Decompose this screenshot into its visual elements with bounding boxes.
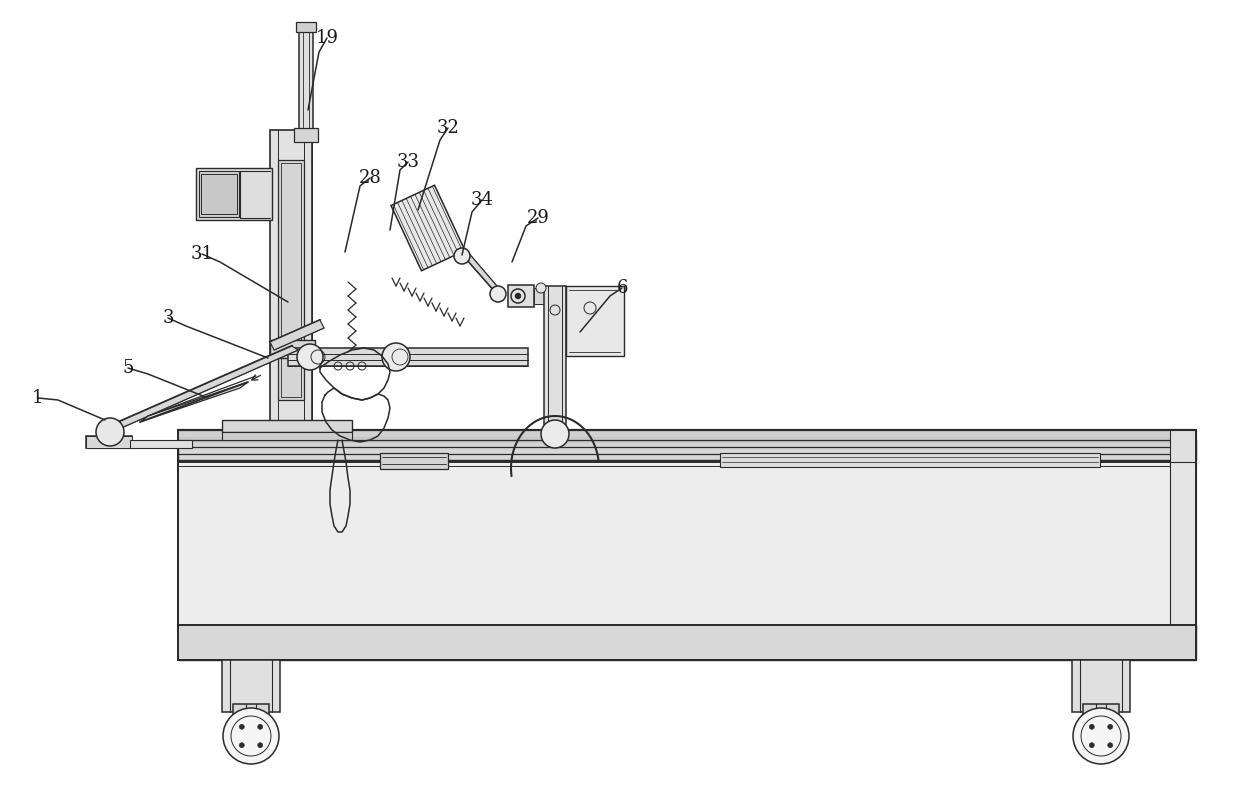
Circle shape: [454, 248, 470, 264]
Bar: [278, 160, 304, 400]
Circle shape: [1089, 742, 1095, 748]
Bar: [179, 443, 1197, 450]
Circle shape: [258, 724, 263, 729]
Bar: [565, 286, 624, 356]
Circle shape: [298, 344, 322, 370]
Circle shape: [511, 289, 525, 303]
Circle shape: [541, 420, 569, 448]
Bar: [179, 437, 1197, 444]
Circle shape: [1073, 708, 1128, 764]
Bar: [294, 128, 317, 142]
Bar: [379, 453, 448, 469]
Circle shape: [1107, 742, 1112, 748]
Polygon shape: [86, 436, 131, 448]
Bar: [534, 288, 548, 304]
Bar: [1073, 660, 1130, 712]
Bar: [130, 440, 192, 448]
Text: 34: 34: [470, 191, 494, 209]
Circle shape: [95, 418, 124, 446]
Polygon shape: [463, 250, 502, 295]
Bar: [1083, 704, 1118, 718]
Bar: [86, 436, 131, 448]
Bar: [196, 168, 272, 220]
Bar: [222, 432, 352, 440]
Bar: [270, 130, 312, 430]
Bar: [222, 660, 280, 712]
Text: 28: 28: [358, 169, 382, 187]
Bar: [201, 174, 237, 214]
Circle shape: [1089, 724, 1095, 729]
Bar: [270, 340, 315, 358]
Bar: [1171, 462, 1197, 632]
Text: 1: 1: [32, 389, 43, 407]
Circle shape: [239, 724, 244, 729]
Bar: [508, 285, 534, 307]
Bar: [222, 420, 352, 432]
Polygon shape: [140, 382, 248, 422]
Bar: [281, 163, 301, 397]
Bar: [179, 625, 1197, 660]
Text: 32: 32: [436, 119, 460, 137]
Circle shape: [536, 283, 546, 293]
Bar: [288, 348, 528, 366]
Bar: [544, 286, 565, 434]
Text: 19: 19: [315, 29, 339, 47]
Polygon shape: [391, 185, 465, 271]
Circle shape: [490, 286, 506, 302]
Bar: [1171, 430, 1197, 465]
Bar: [179, 625, 1197, 660]
Circle shape: [382, 343, 410, 371]
Text: 33: 33: [397, 153, 419, 171]
Polygon shape: [105, 346, 298, 432]
Text: 29: 29: [527, 209, 549, 227]
Circle shape: [515, 293, 521, 299]
Bar: [296, 22, 316, 32]
Bar: [299, 30, 312, 138]
Text: 6: 6: [616, 279, 627, 297]
Bar: [720, 453, 1100, 467]
Text: 3: 3: [162, 309, 174, 327]
Bar: [179, 430, 1197, 437]
Circle shape: [258, 742, 263, 748]
Polygon shape: [270, 320, 324, 350]
Circle shape: [223, 708, 279, 764]
Bar: [233, 704, 269, 718]
Circle shape: [239, 742, 244, 748]
Text: 5: 5: [123, 359, 134, 377]
Bar: [179, 440, 1197, 460]
Circle shape: [1107, 724, 1112, 729]
Bar: [198, 171, 239, 217]
Bar: [179, 440, 1197, 635]
Text: 31: 31: [191, 245, 213, 263]
